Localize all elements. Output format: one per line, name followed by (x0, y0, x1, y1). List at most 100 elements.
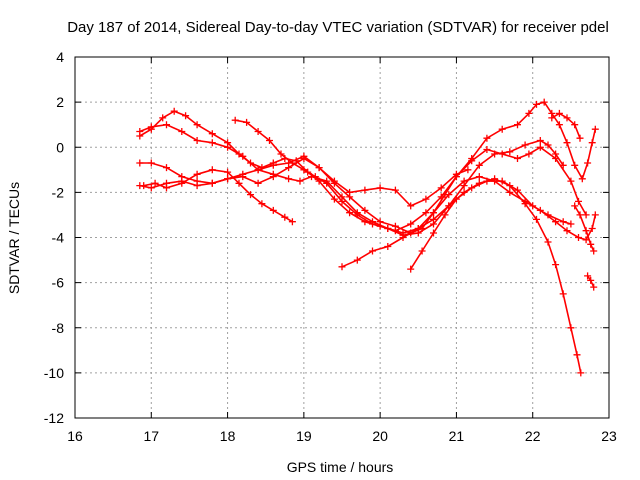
data-point-marker (266, 137, 273, 144)
data-point-marker (140, 182, 148, 190)
data-point-marker (452, 170, 460, 178)
data-point-marker (338, 263, 346, 271)
data-point-marker (151, 179, 159, 187)
data-point-marker (391, 186, 399, 194)
series-track-9 (548, 109, 584, 142)
data-point-marker (414, 225, 422, 232)
data-point-marker (163, 121, 170, 129)
data-point-marker (555, 109, 563, 117)
data-point-marker (300, 155, 308, 162)
data-point-marker (563, 227, 571, 235)
data-point-marker (498, 177, 506, 185)
x-tick-label: 22 (525, 428, 541, 444)
data-point-marker (254, 179, 262, 187)
data-point-marker (193, 182, 201, 190)
data-point-marker (483, 134, 491, 142)
data-point-marker (591, 211, 599, 219)
y-tick-label: 2 (56, 94, 64, 110)
data-point-marker (163, 164, 170, 172)
data-point-marker (281, 213, 289, 221)
data-point-marker (460, 177, 468, 185)
data-point-marker (163, 184, 170, 192)
data-point-marker (208, 166, 216, 174)
data-point-marker (254, 166, 262, 174)
data-point-marker (193, 121, 201, 129)
chart-title: Day 187 of 2014, Sidereal Day-to-day VTE… (67, 19, 609, 36)
data-point-marker (567, 177, 575, 185)
data-point-marker (552, 218, 560, 226)
data-point-marker (441, 211, 449, 219)
data-point-marker (475, 173, 483, 181)
data-point-marker (224, 168, 232, 176)
y-tick-label: -4 (52, 230, 65, 246)
data-point-marker (437, 184, 445, 192)
data-point-marker (407, 220, 415, 228)
data-point-marker (571, 121, 579, 129)
data-point-marker (588, 225, 596, 232)
data-point-marker (590, 283, 598, 291)
data-point-marker (422, 195, 430, 203)
data-point-marker (147, 184, 155, 192)
data-point-marker (529, 202, 537, 210)
x-tick-label: 18 (220, 428, 236, 444)
data-point-marker (445, 191, 453, 199)
y-tick-label: -2 (52, 184, 65, 200)
data-point-marker (525, 150, 533, 158)
data-point-marker (136, 128, 144, 135)
data-point-marker (571, 202, 579, 210)
data-point-marker (208, 179, 216, 187)
data-point-marker (376, 218, 384, 226)
data-point-marker (525, 109, 533, 117)
data-point-marker (559, 290, 567, 298)
data-point-marker (563, 114, 571, 122)
data-point-marker (567, 220, 575, 228)
y-axis-label: SDTVAR / TECUs (6, 182, 22, 294)
data-point-marker (452, 195, 460, 203)
data-point-marker (254, 128, 262, 135)
data-point-marker (430, 215, 437, 223)
data-point-marker (548, 114, 556, 122)
series-track-5 (140, 166, 296, 226)
data-point-marker (277, 150, 285, 158)
data-point-marker (346, 188, 354, 196)
data-point-marker (384, 243, 392, 250)
x-tick-label: 23 (601, 428, 617, 444)
data-point-marker (533, 215, 540, 223)
data-point-marker (247, 191, 254, 199)
data-point-marker (422, 209, 430, 217)
data-point-marker (178, 179, 186, 187)
data-point-marker (587, 240, 595, 248)
data-point-marker (540, 98, 548, 106)
data-point-marker (346, 209, 354, 217)
data-point-marker (571, 161, 579, 169)
data-point-marker (193, 137, 201, 144)
data-point-marker (514, 155, 521, 162)
data-point-marker (239, 152, 247, 160)
data-point-marker (573, 351, 581, 359)
data-point-marker (300, 166, 308, 174)
data-point-marker (296, 177, 304, 185)
data-point-marker (224, 143, 232, 151)
y-tick-label: -6 (52, 275, 65, 291)
data-point-marker (582, 227, 590, 235)
data-point-marker (555, 121, 563, 129)
data-point-marker (521, 141, 529, 149)
data-point-marker (498, 125, 506, 133)
data-point-marker (591, 125, 599, 133)
data-point-marker (567, 324, 575, 332)
series-track-8 (407, 177, 575, 273)
data-point-marker (193, 170, 201, 178)
data-point-marker (506, 148, 514, 156)
data-point-marker (330, 177, 338, 185)
data-point-marker (587, 276, 595, 284)
x-tick-label: 16 (67, 428, 83, 444)
data-point-marker (468, 157, 476, 165)
data-point-marker (147, 123, 155, 131)
data-point-marker (258, 200, 266, 208)
data-point-marker (136, 159, 144, 167)
data-point-marker (243, 118, 251, 126)
data-point-marker (430, 209, 437, 217)
data-point-marker (521, 200, 529, 208)
plot-series (136, 98, 599, 377)
data-point-marker (552, 261, 560, 269)
